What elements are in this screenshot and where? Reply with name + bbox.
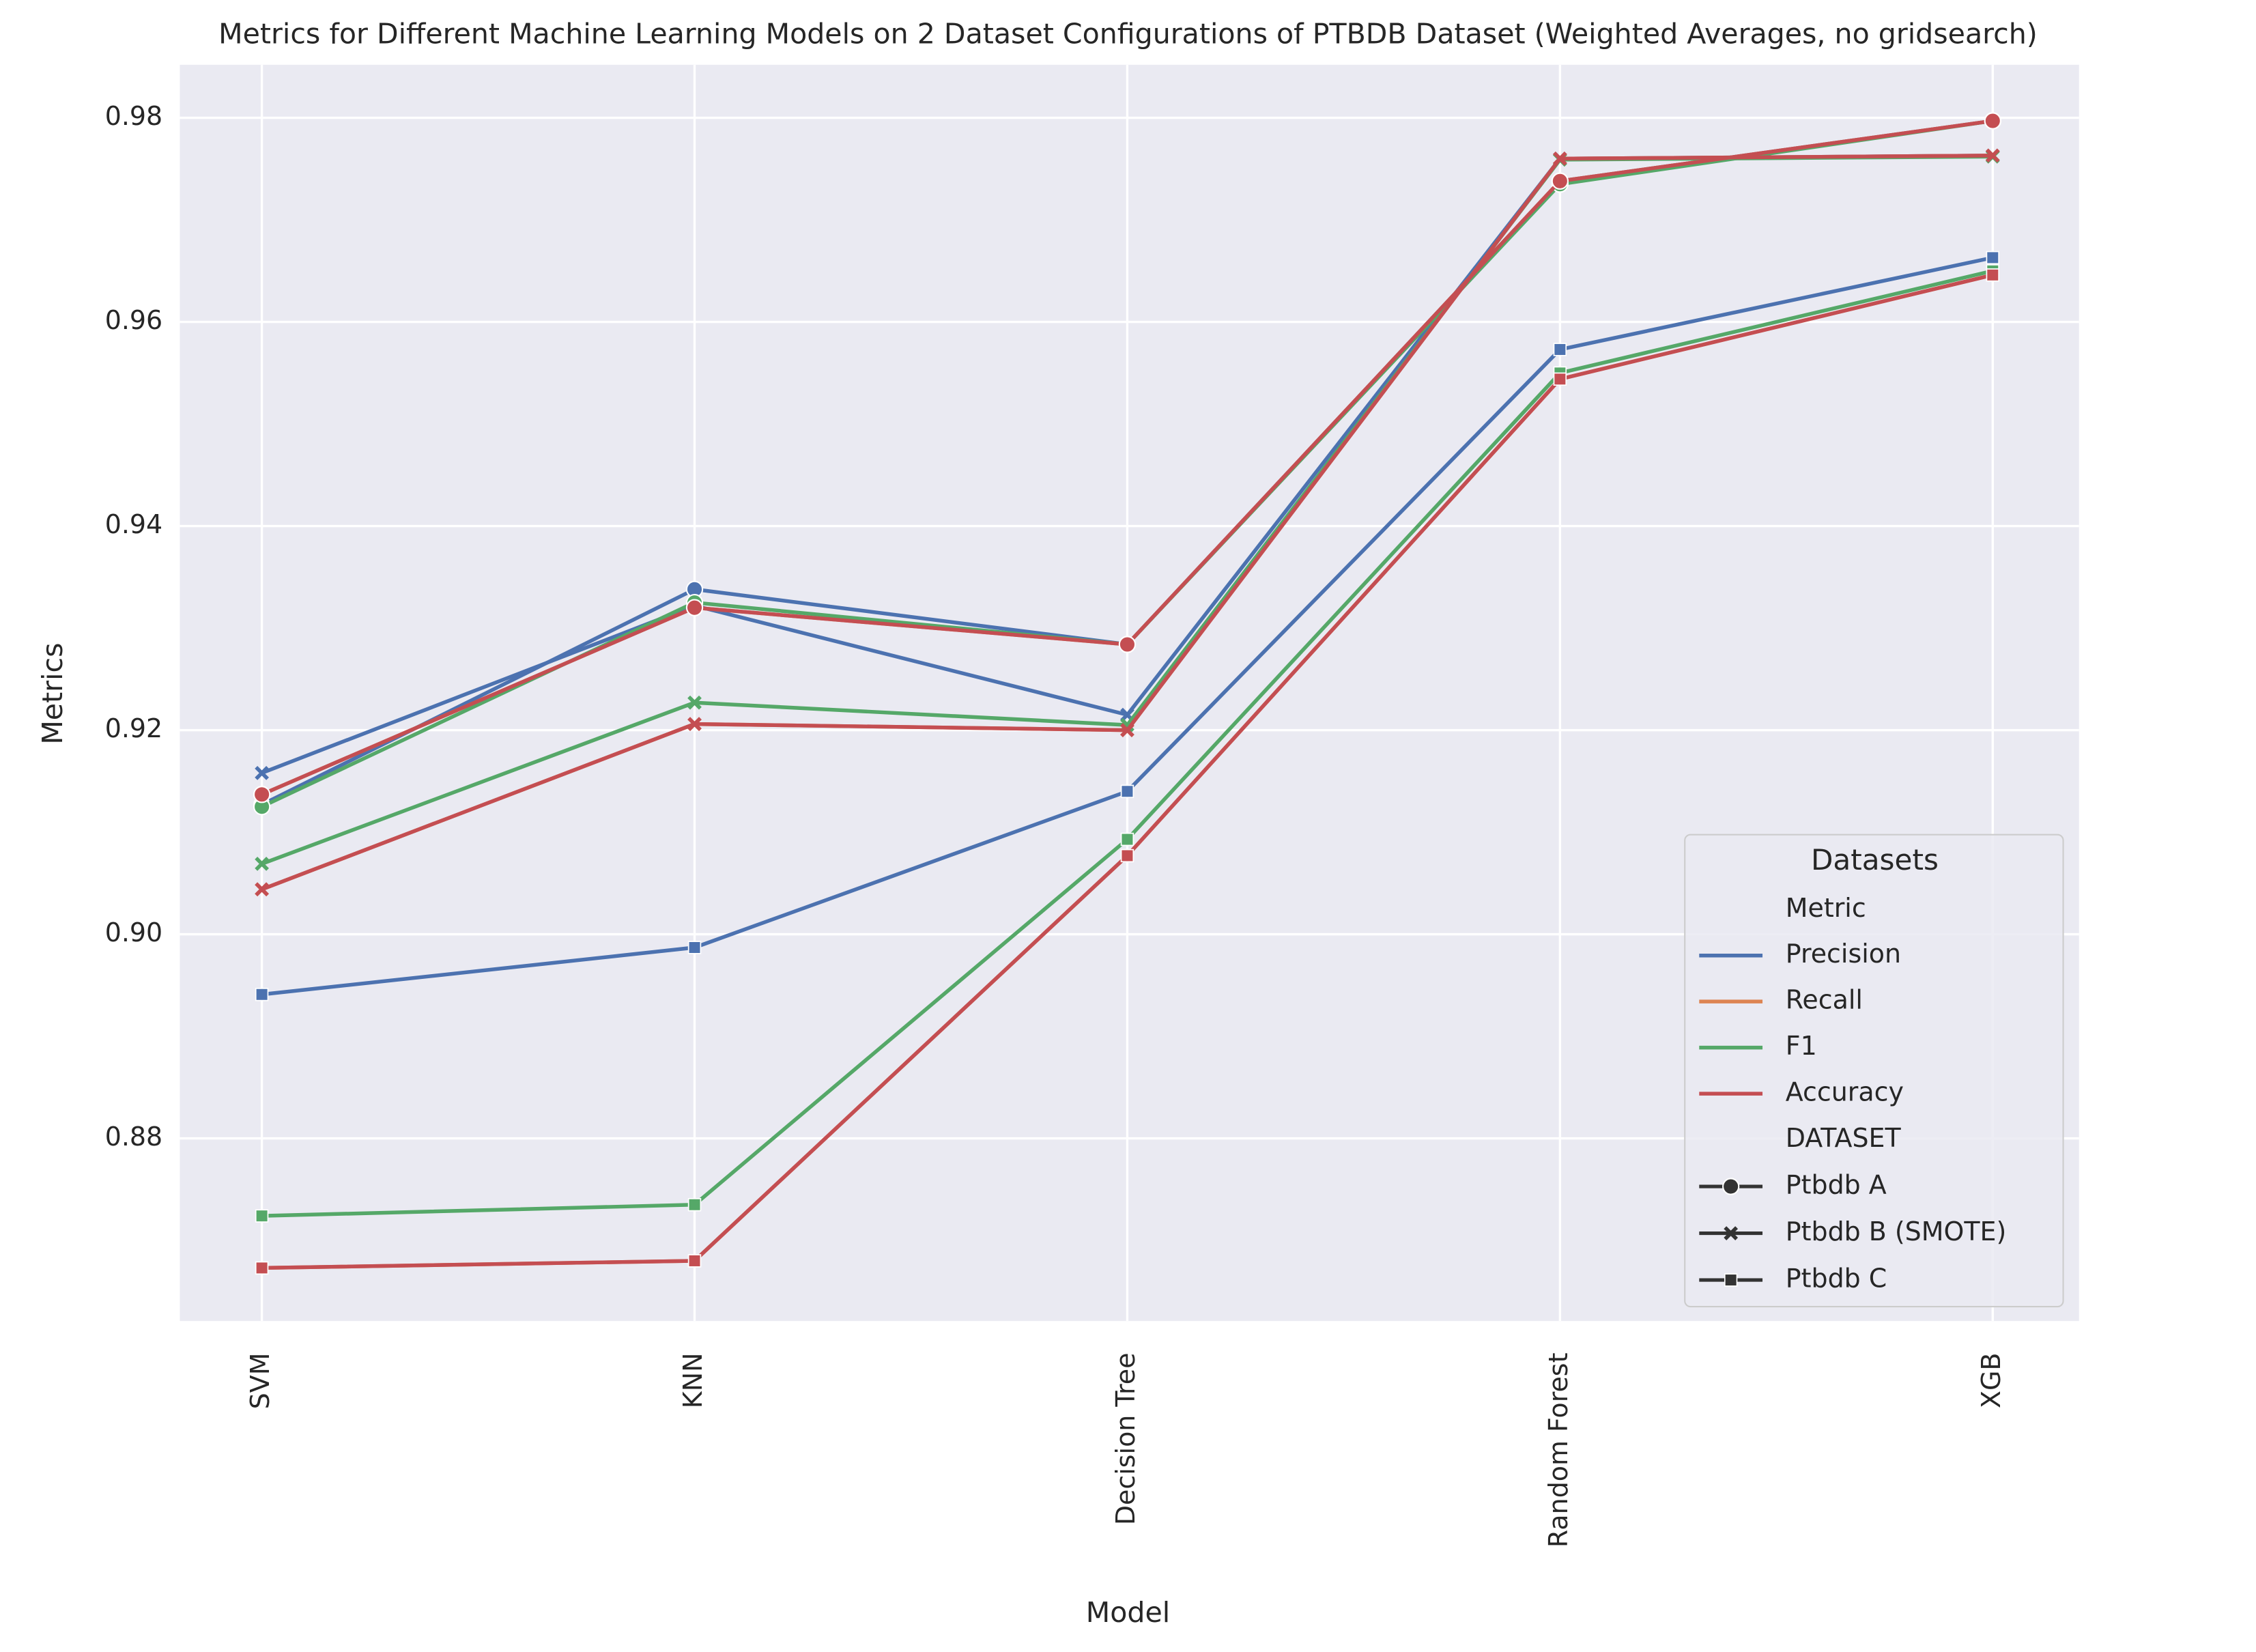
marker [1553,343,1567,356]
marker [687,941,702,954]
legend-subtitle: DATASET [1786,1123,1902,1153]
legend-label: Recall [1786,985,1863,1015]
marker [1986,268,1999,282]
legend-label: Precision [1786,939,1901,969]
y-tick-label: 0.94 [105,509,162,539]
legend-label: Accuracy [1786,1077,1904,1107]
marker [255,882,269,897]
legend-title: Datasets [1811,843,1939,877]
marker [1724,1226,1739,1240]
marker [255,1261,269,1275]
marker [687,695,702,710]
marker [687,717,702,731]
marker [1551,172,1569,190]
marker [1118,636,1137,653]
legend-label: Ptbdb A [1786,1170,1887,1200]
x-tick-label: XGB [1976,1353,2006,1408]
x-tick-label: Random Forest [1543,1353,1573,1548]
marker [1120,849,1134,863]
marker [685,599,704,616]
marker [1120,723,1134,737]
legend-label: Ptbdb B (SMOTE) [1786,1216,2007,1247]
chart-title: Metrics for Different Machine Learning M… [218,18,2038,51]
x-axis-label: Model [1086,1596,1170,1629]
marker [255,857,269,871]
marker [255,765,269,780]
marker [1986,251,1999,265]
marker [1120,832,1134,846]
marker [1553,372,1567,386]
marker [1722,1178,1740,1195]
y-tick-label: 0.92 [105,713,162,743]
x-tick-label: KNN [678,1353,708,1409]
marker [1724,1273,1738,1287]
marker [687,1254,702,1268]
marker [255,988,269,1001]
marker [253,786,271,803]
legend: Datasets Metric Precision Recall F1 Accuracy D… [1684,834,2064,1308]
y-axis-label: Metrics [36,642,69,744]
x-tick-label: Decision Tree [1111,1353,1141,1526]
legend-box [1684,834,2064,1308]
marker [1120,784,1134,798]
legend-label: Ptbdb C [1786,1264,1887,1294]
marker [1985,148,2000,163]
lines [253,112,2001,1275]
y-tick-label: 0.96 [105,305,162,335]
y-tick-label: 0.88 [105,1122,162,1152]
marker [1984,112,2001,130]
y-tick-label: 0.98 [105,101,162,131]
legend-subtitle: Metric [1786,893,1866,923]
x-tick-label: SVM [245,1353,275,1410]
legend-label: F1 [1786,1031,1817,1061]
marker [1552,152,1567,166]
y-tick-label: 0.90 [105,917,162,948]
marker [687,1198,702,1212]
marker [255,1209,269,1223]
